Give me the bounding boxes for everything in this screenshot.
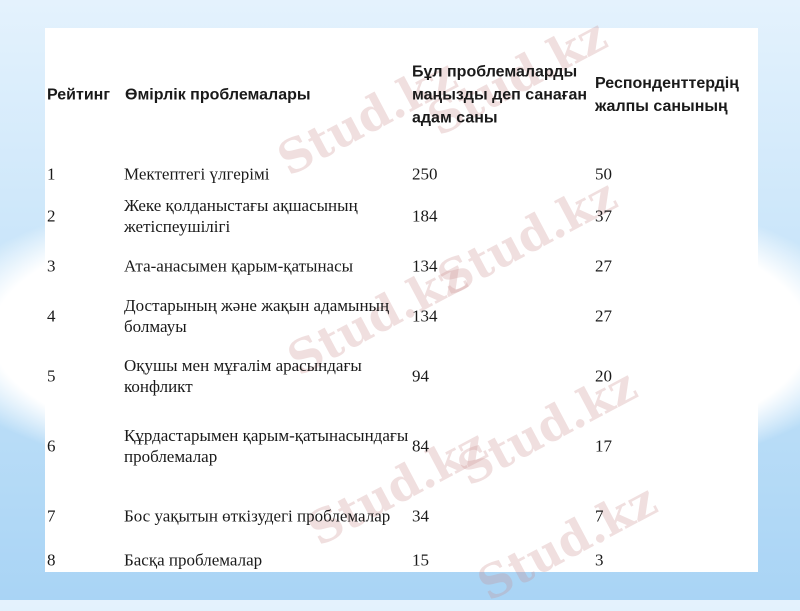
header-count: Бұл проблемаларды маңызды деп санаған ад… [412,63,588,127]
count-cell: 84 [412,436,429,456]
percent-cell: 3 [595,550,604,570]
percent-cell: 27 [595,256,612,276]
problem-cell: Құрдастарымен қарым-қатынасындағы пробле… [124,426,409,466]
problem-cell: Мектептегі үлгерімі [124,164,270,184]
problem-cell: Ата-анасымен қарым-қатынасы [124,256,354,276]
problem-cell: Достарының және жақын адамының болмауы [124,296,390,336]
header-problem: Өмірлік проблемалары [125,86,311,104]
count-cell: 34 [412,506,429,526]
rank-cell: 7 [47,506,56,526]
rank-cell: 6 [47,436,56,456]
count-cell: 134 [412,256,438,276]
percent-cell: 7 [595,506,604,526]
rank-cell: 5 [47,366,56,386]
problem-cell: Басқа проблемалар [124,550,263,570]
problem-cell: Бос уақытын өткізудегі проблемалар [124,506,391,526]
count-cell: 184 [412,206,438,226]
table-panel [45,28,758,572]
rank-cell: 3 [47,256,56,276]
percent-cell: 37 [595,206,612,226]
header-percent: Респонденттердің жалпы санының [595,75,739,115]
percent-cell: 27 [595,306,612,326]
percent-cell: 17 [595,436,612,456]
header-rank: Рейтинг [47,86,111,104]
rank-cell: 4 [47,306,56,326]
problem-cell: Оқушы мен мұғалім арасындағы конфликт [124,356,362,396]
count-cell: 15 [412,550,429,570]
rank-cell: 8 [47,550,56,570]
percent-cell: 20 [595,366,612,386]
problem-cell: Жеке қолданыстағы ақшасының жетіспеушілі… [124,196,358,236]
count-cell: 94 [412,366,429,386]
rank-cell: 2 [47,206,56,226]
count-cell: 134 [412,306,438,326]
percent-cell: 50 [595,164,612,184]
rank-cell: 1 [47,164,56,184]
count-cell: 250 [412,164,438,184]
